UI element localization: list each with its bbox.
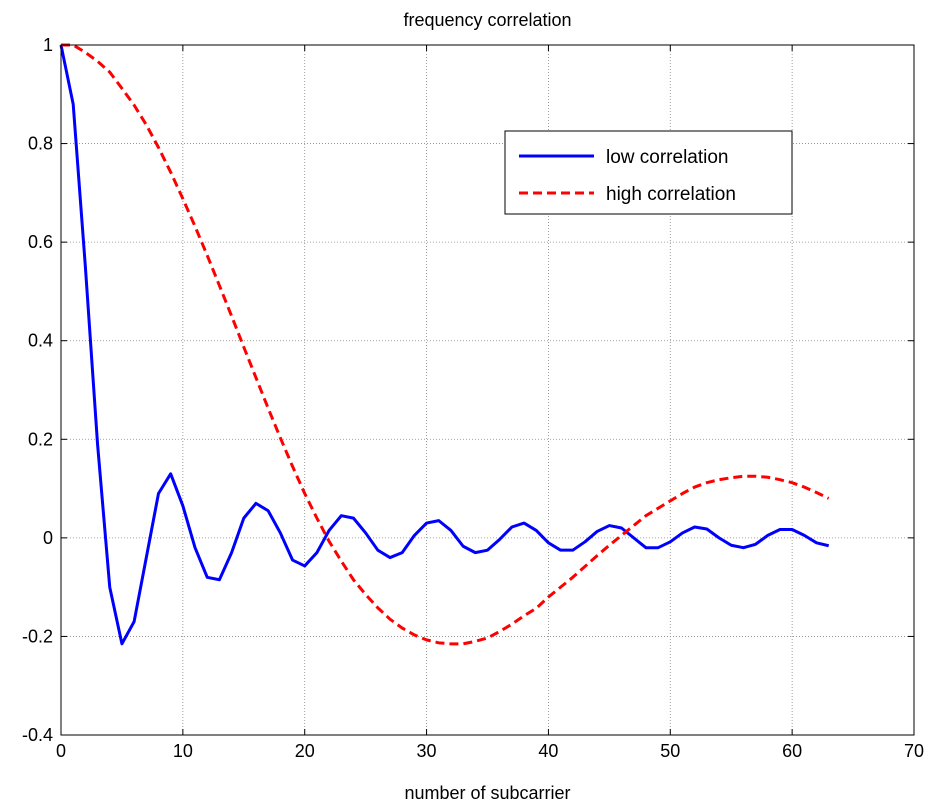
chart-title: frequency correlation <box>403 10 571 30</box>
x-tick-label: 30 <box>417 741 437 761</box>
y-tick-label: 1 <box>43 35 53 55</box>
y-tick-label: -0.4 <box>22 725 53 745</box>
y-tick-label: 0.4 <box>28 331 53 351</box>
legend-box <box>504 130 793 215</box>
plot-frame <box>60 44 915 736</box>
x-axis-label: number of subcarrier <box>404 783 570 803</box>
y-tick-label: 0.6 <box>28 232 53 252</box>
x-tick-label: 60 <box>782 741 802 761</box>
y-tick-label: 0 <box>43 528 53 548</box>
x-tick-label: 40 <box>538 741 558 761</box>
series-line-low-correlation <box>59 44 830 646</box>
legend-label: low correlation <box>606 147 729 168</box>
legend: low correlation high correlation <box>504 130 793 215</box>
x-tick-label: 70 <box>904 741 924 761</box>
x-tick-label: 10 <box>173 741 193 761</box>
series-lines <box>59 43 830 646</box>
x-tick-label: 20 <box>295 741 315 761</box>
legend-label: high correlation <box>606 184 736 205</box>
ticks: 0 10 20 30 40 50 60 70 -0.4 -0.2 0 0.2 0.4 0.6 0.8 1 <box>22 35 924 761</box>
x-tick-label: 0 <box>56 741 66 761</box>
series-line-high-correlation <box>61 43 830 646</box>
y-tick-label: -0.2 <box>22 626 53 646</box>
y-tick-label: 0.2 <box>28 429 53 449</box>
x-tick-label: 50 <box>660 741 680 761</box>
y-tick-label: 0.8 <box>28 134 53 154</box>
